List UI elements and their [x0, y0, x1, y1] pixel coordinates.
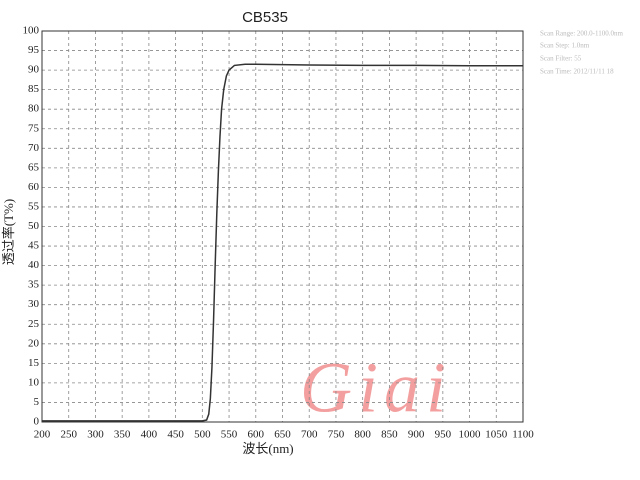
- scan-note: Scan Range: 200.0-1100.0nm: [540, 30, 624, 38]
- x-tick-label: 250: [60, 429, 77, 441]
- x-tick-label: 1100: [512, 429, 534, 441]
- y-tick-label: 45: [28, 240, 40, 252]
- y-tick-label: 35: [28, 279, 40, 291]
- y-tick-label: 50: [28, 220, 40, 232]
- y-tick-label: 95: [28, 44, 40, 56]
- x-tick-label: 1050: [485, 429, 508, 441]
- x-tick-label: 350: [114, 429, 131, 441]
- x-axis-label: 波长(nm): [242, 441, 293, 456]
- y-tick-label: 90: [28, 64, 40, 76]
- scan-note: Scan Step: 1.0nm: [540, 42, 590, 50]
- scan-note: Scan Filter: 55: [540, 55, 582, 63]
- x-tick-label: 900: [408, 429, 425, 441]
- x-tick-label: 750: [328, 429, 345, 441]
- y-axis-label: 透过率(T%): [1, 199, 16, 265]
- y-tick-label: 60: [28, 181, 40, 193]
- series-line: [42, 63, 523, 422]
- y-tick-label: 25: [28, 318, 40, 330]
- x-tick-label: 550: [221, 429, 238, 441]
- scan-note: Scan Time: 2012/11/11 18: [540, 68, 614, 76]
- x-tick-label: 950: [435, 429, 452, 441]
- x-tick-label: 400: [141, 429, 158, 441]
- y-tick-label: 30: [28, 298, 40, 310]
- x-tick-label: 200: [34, 429, 51, 441]
- x-tick-label: 800: [354, 429, 371, 441]
- x-tick-label: 700: [301, 429, 318, 441]
- y-tick-label: 10: [28, 376, 40, 388]
- x-tick-label: 850: [381, 429, 398, 441]
- x-tick-label: 450: [167, 429, 184, 441]
- watermark: Giai: [300, 348, 452, 428]
- x-tick-label: 600: [248, 429, 265, 441]
- y-tick-label: 100: [23, 25, 40, 37]
- x-tick-label: 1000: [459, 429, 482, 441]
- y-tick-label: 55: [28, 200, 40, 212]
- y-tick-label: 15: [28, 357, 40, 369]
- y-tick-label: 65: [28, 161, 40, 173]
- y-tick-label: 40: [28, 259, 40, 271]
- y-tick-label: 85: [28, 83, 40, 95]
- y-tick-label: 5: [34, 396, 40, 408]
- y-tick-label: 75: [28, 122, 40, 134]
- x-tick-label: 300: [87, 429, 104, 441]
- y-tick-label: 0: [34, 416, 40, 428]
- x-tick-label: 500: [194, 429, 211, 441]
- y-tick-label: 70: [28, 142, 40, 154]
- y-tick-label: 80: [28, 103, 40, 115]
- chart-title: CB535: [242, 9, 288, 26]
- y-tick-label: 20: [28, 337, 40, 349]
- x-tick-label: 650: [274, 429, 291, 441]
- plot-frame: [41, 30, 524, 423]
